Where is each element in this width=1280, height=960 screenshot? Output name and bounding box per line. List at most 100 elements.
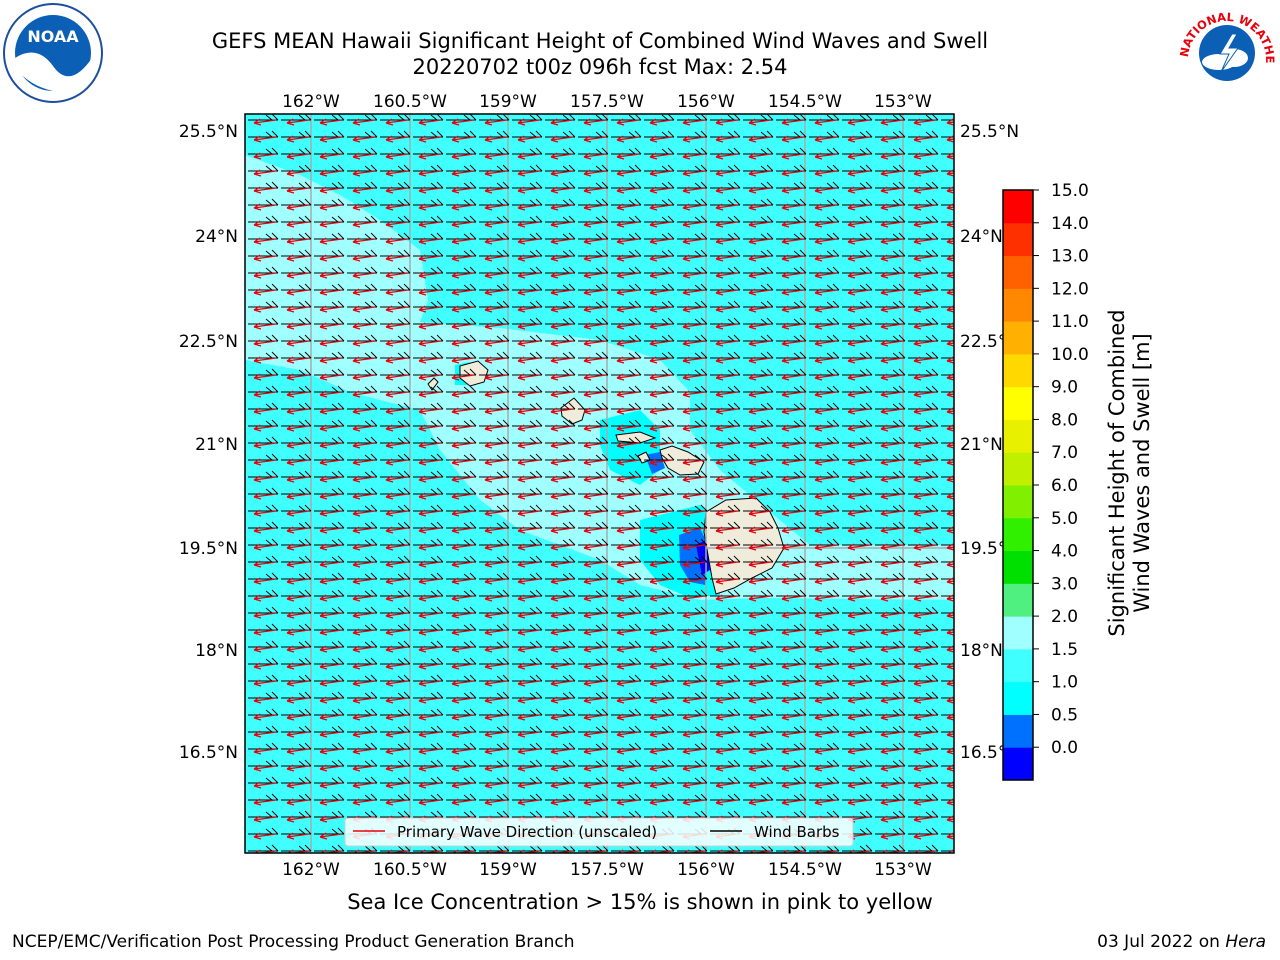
wave-direction-arrow xyxy=(352,135,376,143)
wave-direction-arrow xyxy=(649,254,673,262)
island-niihau xyxy=(427,377,439,391)
wind-barb xyxy=(941,629,954,631)
wave-direction-arrow xyxy=(451,339,475,347)
wave-direction-arrows xyxy=(253,118,954,853)
wave-direction-arrow xyxy=(286,424,310,432)
colorbar-tick-label: 5.0 xyxy=(1051,509,1078,529)
wave-direction-arrow xyxy=(748,628,772,636)
wave-direction-arrow xyxy=(253,288,277,296)
wave-direction-arrow xyxy=(748,747,772,755)
lat-label-left: 21°N xyxy=(195,435,238,455)
wave-direction-arrow xyxy=(748,526,772,534)
wave-direction-arrow xyxy=(847,135,871,143)
colorbar-label: Significant Height of Combined Wind Wave… xyxy=(1105,293,1155,653)
island-hawaii xyxy=(703,497,785,595)
wave-direction-arrow xyxy=(484,781,508,789)
wave-direction-arrow xyxy=(550,152,574,160)
wave-direction-arrow xyxy=(451,458,475,466)
wind-barb xyxy=(941,748,954,750)
wave-direction-arrow xyxy=(484,747,508,755)
wave-direction-arrow xyxy=(385,407,409,415)
wave-direction-arrow xyxy=(319,645,343,653)
wave-direction-arrow xyxy=(682,118,706,126)
wave-direction-arrow xyxy=(517,407,541,415)
wave-direction-arrow xyxy=(748,679,772,687)
colorbar-segment xyxy=(1003,288,1033,322)
wave-direction-arrow xyxy=(847,594,871,602)
wave-direction-arrow xyxy=(517,696,541,704)
wave-direction-arrow xyxy=(583,679,607,687)
wave-direction-arrow xyxy=(286,509,310,517)
wave-direction-arrow xyxy=(616,458,640,466)
wave-direction-arrow xyxy=(781,645,805,653)
wave-direction-arrow xyxy=(616,271,640,279)
wave-direction-arrow xyxy=(649,492,673,500)
plot-subtitle: 20220702 t00z 096h fcst Max: 2.54 xyxy=(412,55,788,79)
wave-direction-arrow xyxy=(451,730,475,738)
wave-direction-arrow xyxy=(286,203,310,211)
wave-direction-arrow xyxy=(451,152,475,160)
wave-direction-arrow xyxy=(550,645,574,653)
wave-direction-arrow xyxy=(682,305,706,313)
legend-barb-label: Wind Barbs xyxy=(754,823,840,841)
wave-direction-arrow xyxy=(913,203,937,211)
wave-direction-arrow xyxy=(847,118,871,126)
wave-direction-arrow xyxy=(715,594,739,602)
wave-direction-arrow xyxy=(517,203,541,211)
colorbar-tick-label: 13.0 xyxy=(1051,247,1089,267)
wave-direction-arrow xyxy=(484,424,508,432)
wave-direction-arrow xyxy=(913,373,937,381)
wave-direction-arrow xyxy=(682,764,706,772)
wave-direction-arrow xyxy=(814,679,838,687)
wave-direction-arrow xyxy=(946,475,954,483)
wave-direction-arrow xyxy=(253,764,277,772)
wave-direction-arrow xyxy=(880,662,904,670)
wave-direction-arrow xyxy=(451,764,475,772)
wave-direction-arrow xyxy=(418,152,442,160)
wave-direction-arrow xyxy=(517,169,541,177)
wave-direction-arrow xyxy=(913,509,937,517)
wave-direction-arrow xyxy=(781,560,805,568)
wave-direction-arrow xyxy=(583,560,607,568)
wave-direction-arrow xyxy=(748,407,772,415)
wind-barb xyxy=(941,680,954,682)
lon-label-top: 154.5°W xyxy=(768,92,842,112)
wave-direction-arrow xyxy=(286,713,310,721)
wave-direction-arrow xyxy=(748,713,772,721)
wave-direction-arrow xyxy=(880,441,904,449)
wave-direction-arrow xyxy=(913,611,937,619)
wave-direction-arrow xyxy=(682,356,706,364)
wave-direction-arrow xyxy=(682,441,706,449)
wave-direction-arrow xyxy=(715,662,739,670)
wave-direction-arrow xyxy=(814,356,838,364)
wave-direction-arrow xyxy=(418,662,442,670)
wave-direction-arrow xyxy=(814,220,838,228)
wave-direction-arrow xyxy=(253,628,277,636)
wave-direction-arrow xyxy=(253,373,277,381)
wave-direction-arrow xyxy=(253,169,277,177)
wave-direction-arrow xyxy=(814,203,838,211)
wave-direction-arrow xyxy=(649,475,673,483)
wind-barb xyxy=(941,714,954,716)
wave-direction-arrow xyxy=(517,764,541,772)
wave-direction-arrow xyxy=(847,713,871,721)
wave-direction-arrow xyxy=(517,577,541,585)
wave-direction-arrow xyxy=(352,679,376,687)
wave-direction-arrow xyxy=(616,118,640,126)
lon-label-top: 159°W xyxy=(479,92,537,112)
wave-direction-arrow xyxy=(286,526,310,534)
wave-direction-arrow xyxy=(847,186,871,194)
wave-direction-arrow xyxy=(385,662,409,670)
wave-direction-arrow xyxy=(418,645,442,653)
colorbar-segment xyxy=(1003,616,1033,650)
wave-direction-arrow xyxy=(385,390,409,398)
wave-direction-arrow xyxy=(385,305,409,313)
colorbar-label-line2: Wind Waves and Swell [m] xyxy=(1130,333,1154,613)
wave-direction-arrow xyxy=(880,713,904,721)
wave-direction-arrow xyxy=(451,169,475,177)
wave-direction-arrow xyxy=(286,560,310,568)
wave-direction-arrow xyxy=(880,220,904,228)
wave-direction-arrow xyxy=(715,441,739,449)
wave-direction-arrow xyxy=(418,798,442,806)
